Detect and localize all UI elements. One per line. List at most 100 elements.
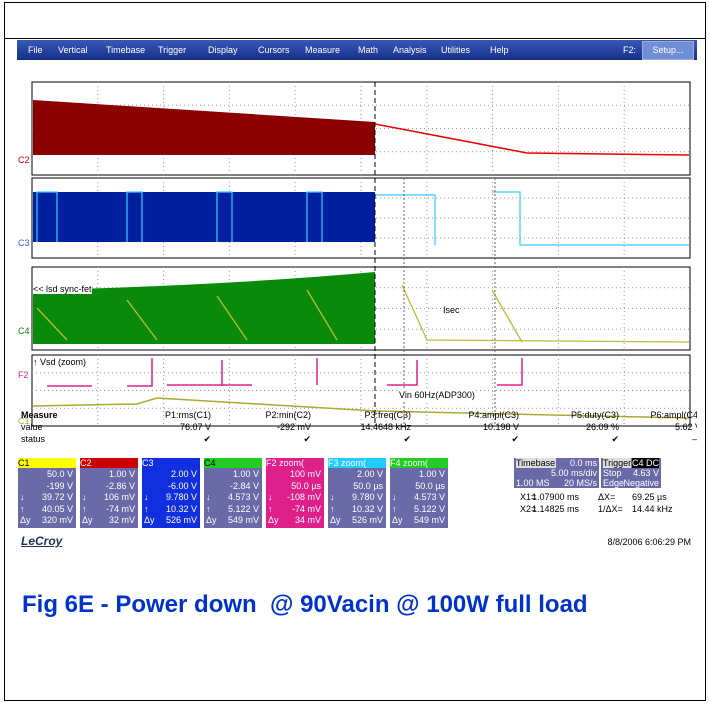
channel-box[interactable]: 2.00 V -6.00 V 9.780 V ↓ 10.32 V ↑ 526 mV Δy [142, 468, 200, 528]
channel-value: 1.00 V [232, 469, 259, 479]
timebase-value: 20 MS/s [563, 478, 597, 488]
timebase-delay: 0.0 ms [569, 458, 597, 468]
channel-value: -74 mV [291, 503, 321, 514]
trigger-title: Trigger [603, 458, 632, 468]
measure-cell: P4:ampl(C3) [468, 410, 519, 420]
channel-value: -108 mV [286, 492, 321, 502]
cursor-readout: X2= [520, 504, 537, 514]
channel-box[interactable]: 1.00 V 50.0 µs 4.573 V ↓ 5.122 V ↑ 549 mV Δy [390, 468, 448, 528]
channel-value: 1.00 V [108, 469, 135, 479]
menu-item[interactable]: Math [358, 45, 379, 55]
cursor-readout: 14.44 kHz [632, 504, 673, 514]
channel-header[interactable]: C2 [80, 458, 138, 468]
menu-item[interactable]: Timebase [106, 45, 146, 55]
measure-cell: ✔ [611, 434, 619, 444]
cursor-readout: 1/ΔX= [598, 504, 623, 514]
menu-item[interactable]: Analysis [393, 45, 427, 55]
measure-cell: 10.198 V [482, 422, 519, 432]
trigger-box[interactable]: Trigger C4 DC Stop 4.63 V Edge Negative [601, 458, 661, 488]
channel-box[interactable]: 2.00 V 50.0 µs 9.780 V ↓ 10.32 V ↑ 526 mV Δy [328, 468, 386, 528]
measure-cell: Measure [21, 410, 58, 420]
measure-cell: P6:ampl(C4) [650, 410, 697, 420]
cursor-marker: ↓ [206, 492, 211, 502]
annotation: Isec [443, 305, 460, 315]
menu-item[interactable]: Utilities [441, 45, 471, 55]
channel-value: 50.0 V [46, 469, 73, 479]
measure-cell: 5.62 V [674, 422, 697, 432]
cursor-marker: Δy [268, 515, 279, 525]
channel-value: -2.84 V [229, 480, 259, 491]
annotation: Vin 60Hz(ADP300) [399, 390, 475, 400]
trace-c1 [32, 397, 690, 419]
channel-header[interactable]: C3 [142, 458, 200, 468]
timebase-box[interactable]: Timebase 0.0 ms 5.00 ms/div 1.00 MS 20 MS/s [514, 458, 599, 488]
channel-value: 9.780 V [165, 492, 197, 502]
menu-item[interactable]: Display [208, 45, 238, 55]
timebase-value: 5.00 ms/div [550, 468, 597, 478]
channel-value: 526 mV [165, 515, 197, 525]
menu-item[interactable]: Measure [305, 45, 341, 55]
trace-c2 [374, 123, 690, 156]
channel-value: 2.00 V [170, 469, 197, 479]
trace-label: C1 [18, 416, 30, 426]
cursor-marker: ↑ [144, 503, 149, 514]
menu-item[interactable]: Cursors [258, 45, 290, 55]
channel-header[interactable]: F3 zoom( [328, 458, 386, 468]
timestamp: 8/8/2006 6:06:29 PM [607, 537, 691, 547]
trigger-value: Edge [603, 478, 625, 488]
measure-cell: P1:rms(C1) [164, 410, 211, 420]
cursor-marker: Δy [20, 515, 31, 525]
menu-item[interactable]: Help [490, 45, 509, 55]
measure-cell: P2:min(C2) [265, 410, 311, 420]
channel-value: 526 mV [351, 515, 383, 525]
measure-cell: -292 mV [276, 422, 311, 432]
menu-item[interactable]: Trigger [158, 45, 187, 55]
measure-cell: — [643, 434, 697, 444]
channel-value: 39.72 V [41, 492, 73, 502]
trace-c4 [33, 272, 375, 344]
channel-value: 320 mV [41, 515, 73, 525]
measure-cell: ✔ [203, 434, 211, 444]
cursor-marker: ↑ [82, 503, 87, 514]
channel-box[interactable]: 1.00 V -2.84 V 4.573 V ↓ 5.122 V ↑ 549 mV Δy [204, 468, 262, 528]
channel-box[interactable]: 1.00 V -2.86 V 106 mV ↓ -74 mV ↑ 32 mV Δy [80, 468, 138, 528]
channel-header[interactable]: F4 zoom( [390, 458, 448, 468]
measure-cell: ✔ [511, 434, 519, 444]
measure-cell: ✔ [403, 434, 411, 444]
frame [4, 2, 706, 701]
cursor-marker: ↓ [20, 492, 25, 502]
trace-label: C4 [18, 326, 30, 336]
cursor-marker: ↑ [330, 503, 335, 514]
waveform-area [31, 81, 691, 427]
setup-button[interactable]: Setup... [642, 41, 694, 60]
trace-c3 [33, 192, 375, 242]
channel-box[interactable]: 50.0 V -199 V 39.72 V ↓ 40.05 V ↑ 320 mV Δy [18, 468, 76, 528]
channel-value: 549 mV [227, 515, 259, 525]
channel-value: 10.32 V [351, 503, 383, 514]
channel-header[interactable]: C1 [18, 458, 76, 468]
channel-header[interactable]: F2 zoom( [266, 458, 324, 468]
channel-value: 549 mV [413, 515, 445, 525]
channel-value: 34 mV [294, 515, 321, 525]
channel-value: 100 mV [289, 469, 321, 479]
trace-c4 [36, 284, 690, 343]
channel-value: -74 mV [105, 503, 135, 514]
cursor-marker: ↑ [392, 503, 397, 514]
channel-value: 9.780 V [351, 492, 383, 502]
menu-item[interactable]: Vertical [58, 45, 88, 55]
menu-item[interactable]: File [28, 45, 43, 55]
cursor-marker: Δy [144, 515, 155, 525]
trace-c3 [36, 191, 689, 246]
cursor-marker: Δy [330, 515, 341, 525]
channel-value: 40.05 V [41, 503, 73, 514]
scope-screen: File Vertical Timebase Trigger Display Cursor… [17, 40, 697, 585]
cursor-marker: ↑ [206, 503, 211, 514]
channel-box[interactable]: 100 mV 50.0 µs -108 mV ↓ -74 mV ↑ 34 mV Δy [266, 468, 324, 528]
measure-cell: P3:freq(C3) [364, 410, 411, 420]
channel-header[interactable]: C4 [204, 458, 262, 468]
brand: LeCroy [21, 534, 63, 548]
measure-cell: ✔ [303, 434, 311, 444]
timebase-value: 1.00 MS [516, 478, 550, 488]
cursor-marker: ↓ [268, 492, 273, 502]
